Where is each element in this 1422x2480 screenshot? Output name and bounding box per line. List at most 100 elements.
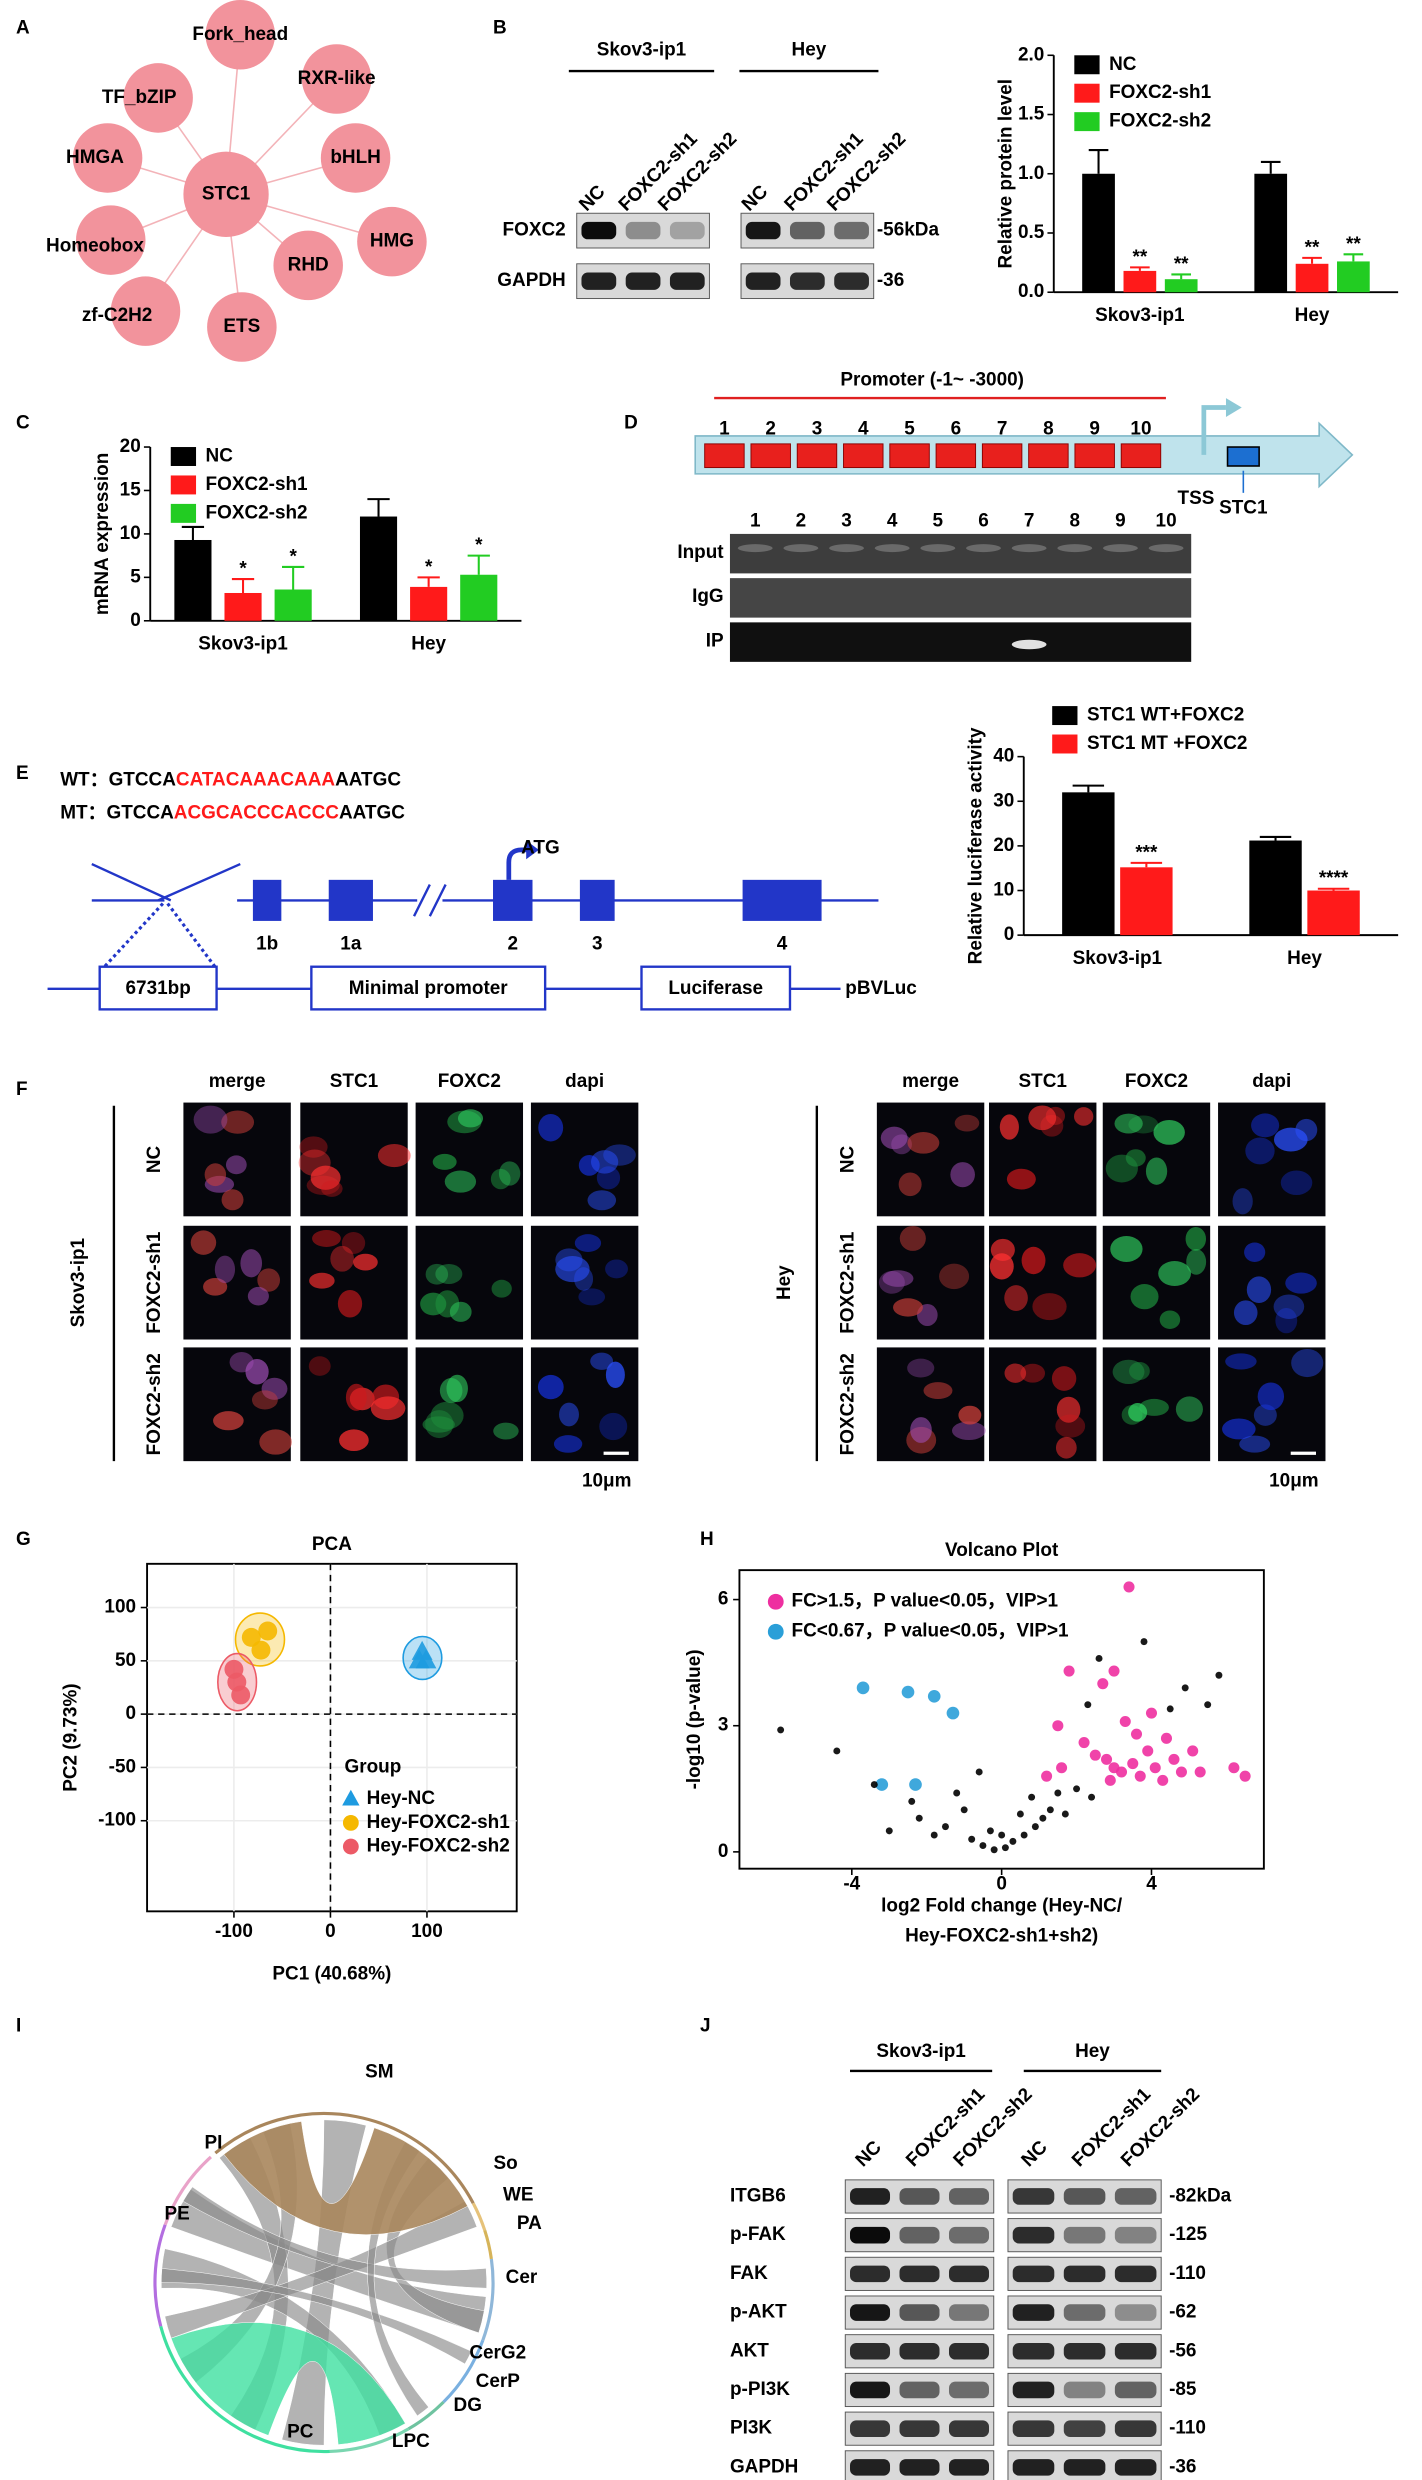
- cell: [1004, 1363, 1027, 1383]
- cell: [259, 1429, 292, 1455]
- row-label: FOXC2-sh1: [144, 1232, 165, 1334]
- cell: [1020, 1363, 1046, 1383]
- significance: **: [1346, 234, 1361, 255]
- cell: [1291, 1348, 1324, 1378]
- cell: [444, 1170, 477, 1193]
- significance: *: [425, 557, 433, 578]
- sequence: MT：GTCCAACGCACCCACCCAATGC: [60, 803, 405, 824]
- point: [1142, 1745, 1154, 1757]
- y-tick-label: 0: [130, 610, 141, 631]
- bar: [1120, 867, 1173, 936]
- size-label: -56kDa: [877, 220, 940, 241]
- bar: [1295, 263, 1329, 293]
- row-label: FOXC2-sh2: [837, 1353, 858, 1455]
- exon: [579, 879, 615, 921]
- chord: [223, 2121, 468, 2235]
- x-tick-label: Skov3-ip1: [1073, 948, 1162, 969]
- sequence-part: AATGC: [335, 769, 401, 790]
- cell: [958, 1405, 982, 1425]
- center-node: [183, 151, 269, 237]
- cell: [891, 1134, 912, 1155]
- protein-label: FOXC2: [503, 220, 566, 241]
- point: [901, 1685, 915, 1699]
- cell: [574, 1267, 594, 1291]
- point: [1108, 1665, 1120, 1677]
- cell: [907, 1132, 940, 1154]
- legend-label: Hey-NC: [367, 1788, 436, 1809]
- cell: [312, 1230, 341, 1247]
- band: [899, 2188, 940, 2205]
- band: [1012, 2226, 1055, 2244]
- cell: [425, 1263, 449, 1285]
- gel-lane-label: 3: [841, 510, 852, 531]
- x-tick-label: 0: [325, 1921, 336, 1942]
- lane-label: NC: [575, 181, 609, 215]
- legend-swatch: [1074, 55, 1100, 75]
- legend-label: STC1 WT+FOXC2: [1087, 705, 1244, 726]
- lane-label: NC: [1018, 2137, 1052, 2171]
- group-label: Hey: [792, 40, 827, 61]
- node-label: bHLH: [330, 147, 381, 168]
- row-label: NC: [144, 1145, 165, 1173]
- exon: [252, 879, 282, 921]
- column-label: FOXC2: [438, 1071, 501, 1092]
- sequence-label: WT：: [60, 769, 108, 790]
- cell: [578, 1288, 606, 1306]
- band: [850, 2342, 891, 2360]
- panel-letter: F: [16, 1079, 28, 1100]
- cell: [1185, 1226, 1207, 1251]
- break-mark: [412, 884, 447, 917]
- point: [1130, 1728, 1143, 1740]
- cell: [353, 1253, 378, 1271]
- band: [1114, 2304, 1157, 2321]
- gel-band: [737, 544, 773, 553]
- band: [948, 2420, 990, 2437]
- point: [1041, 1770, 1053, 1782]
- cell: [432, 1153, 457, 1170]
- promoter-site: [935, 443, 977, 469]
- construct-label: Luciferase: [668, 978, 763, 999]
- point: [1140, 1638, 1148, 1646]
- scale-label: 10μm: [582, 1471, 632, 1492]
- gel-band: [1103, 544, 1138, 553]
- gel-lane: [729, 622, 1192, 662]
- cell: [1051, 1366, 1077, 1391]
- point: [1134, 1770, 1146, 1782]
- sequence-part: ACGCACCCACCC: [174, 803, 339, 824]
- band: [745, 272, 781, 290]
- band: [899, 2304, 940, 2321]
- cell: [587, 1190, 617, 1211]
- construct-box: [98, 965, 218, 1011]
- promoter-site: [981, 443, 1023, 469]
- cell: [898, 1172, 922, 1197]
- cell: [1153, 1119, 1185, 1145]
- band: [1063, 2188, 1106, 2205]
- point: [856, 1681, 870, 1695]
- stc1-box: [1226, 446, 1260, 467]
- significance: **: [1132, 247, 1147, 268]
- band: [1114, 2188, 1157, 2205]
- legend-swatch: [1052, 706, 1078, 726]
- chord: [182, 2186, 487, 2289]
- point: [1073, 1785, 1081, 1793]
- gel-lane-label: 9: [1115, 510, 1126, 531]
- gel-lane-label: 7: [1024, 510, 1035, 531]
- protein-label: PI3K: [730, 2418, 772, 2439]
- cell: [498, 1161, 521, 1186]
- cell: [1056, 1396, 1081, 1423]
- chord: [161, 2268, 472, 2365]
- node-label: zf-C2H2: [82, 305, 152, 326]
- band: [1114, 2342, 1157, 2360]
- exon-label: 2: [507, 934, 518, 955]
- size-label: -56: [1169, 2340, 1196, 2361]
- cell: [309, 1272, 335, 1289]
- gel-row-label: Input: [677, 542, 724, 563]
- node-label: RXR-like: [298, 68, 376, 89]
- cell: [1032, 1293, 1067, 1321]
- cell: [999, 1114, 1019, 1140]
- band: [581, 221, 617, 240]
- x-tick-label: Skov3-ip1: [198, 633, 287, 654]
- chart-title: Volcano Plot: [945, 1540, 1059, 1561]
- y-tick-label: 3: [718, 1715, 729, 1736]
